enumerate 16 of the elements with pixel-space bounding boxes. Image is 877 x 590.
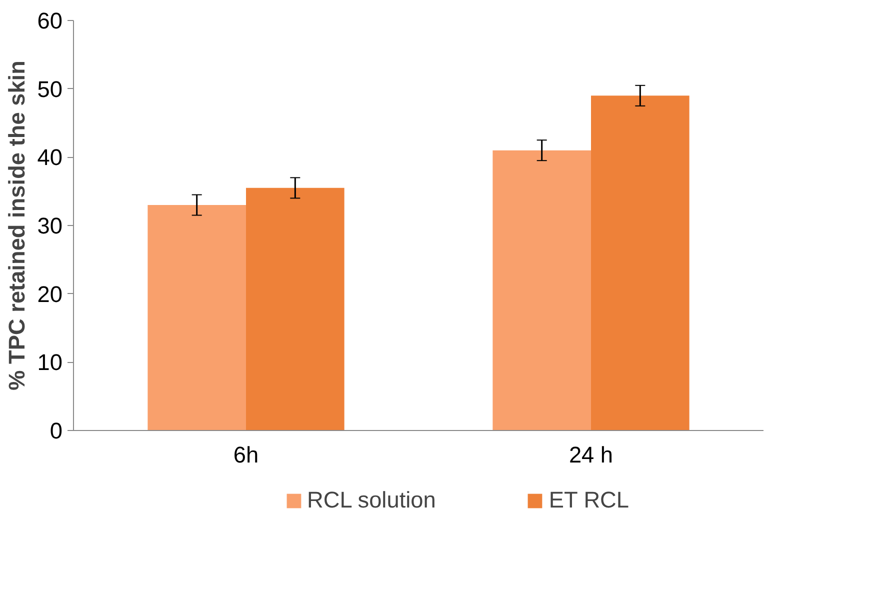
x-tick-label: 6h — [233, 442, 259, 468]
x-tick-label: 24 h — [568, 442, 614, 468]
y-tick-label: 40 — [37, 144, 62, 170]
legend-label: RCL solution — [306, 486, 436, 514]
y-tick-label: 50 — [37, 76, 62, 102]
bar — [246, 188, 344, 430]
y-tick-label: 60 — [37, 8, 62, 34]
y-tick-label: 10 — [37, 349, 62, 376]
y-tick-label: 20 — [37, 280, 62, 307]
y-axis-title: % TPC retained inside the skin — [3, 60, 30, 390]
bar — [591, 96, 690, 430]
bar — [148, 205, 246, 430]
y-tick-label: 30 — [37, 212, 62, 238]
legend-label: ET RCL — [548, 486, 630, 514]
y-tick-label: 0 — [50, 418, 63, 444]
bar — [492, 150, 591, 430]
